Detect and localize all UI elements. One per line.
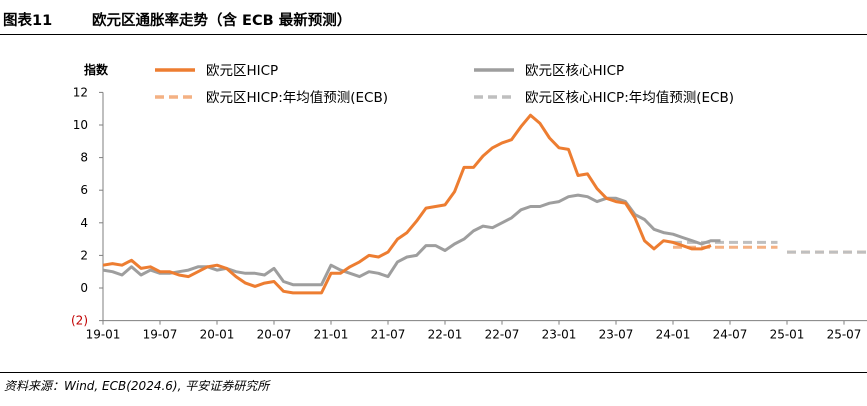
figure-number: 图表11	[3, 13, 53, 29]
y-axis-label: 指数	[84, 62, 109, 77]
x-tick-label: 22-01	[428, 328, 463, 342]
y-tick-label: 4	[80, 216, 88, 230]
y-tick-label: 6	[80, 183, 88, 197]
legend-label: 欧元区HICP:年均值预测(ECB)	[206, 90, 388, 106]
x-tick-label: 19-01	[86, 328, 121, 342]
footer-divider	[0, 372, 867, 373]
x-tick-label: 19-07	[143, 328, 178, 342]
y-tick-label: 8	[80, 151, 88, 165]
x-tick-label: 23-07	[599, 328, 634, 342]
y-tick-label: 12	[73, 85, 88, 99]
y-tick-label: 2	[80, 248, 88, 262]
chart-title: 欧元区通胀率走势（含 ECB 最新预测）	[92, 13, 352, 29]
x-tick-label: 21-07	[371, 328, 406, 342]
hicp-line	[102, 113, 712, 295]
line-chart: (2) 0 2 4 6 8 10 12 指数 19-01 19-07 20-01 20-07 21-01 2…	[71, 62, 867, 342]
x-tick-label: 22-07	[485, 328, 520, 342]
x-tick-label: 20-01	[200, 328, 235, 342]
title-bar: 图表11 欧元区通胀率走势（含 ECB 最新预测）	[0, 0, 867, 35]
x-tick-label: 20-07	[257, 328, 292, 342]
source-note: 资料来源：Wind, ECB(2024.6), 平安证券研究所	[4, 379, 270, 393]
legend-label: 欧元区核心HICP	[525, 63, 624, 79]
x-tick-label: 25-07	[827, 328, 862, 342]
x-tick-label: 21-01	[314, 328, 349, 342]
x-tick-label: 23-01	[542, 328, 577, 342]
x-tick-label: 24-01	[656, 328, 691, 342]
x-tick-label: 24-07	[713, 328, 748, 342]
y-tick-label: (2)	[71, 314, 88, 328]
legend-label: 欧元区HICP	[206, 63, 278, 79]
legend-label: 欧元区核心HICP:年均值预测(ECB)	[525, 90, 734, 106]
y-tick-label: 0	[80, 281, 88, 295]
y-tick-label: 10	[73, 118, 88, 132]
x-tick-label: 25-01	[770, 328, 805, 342]
